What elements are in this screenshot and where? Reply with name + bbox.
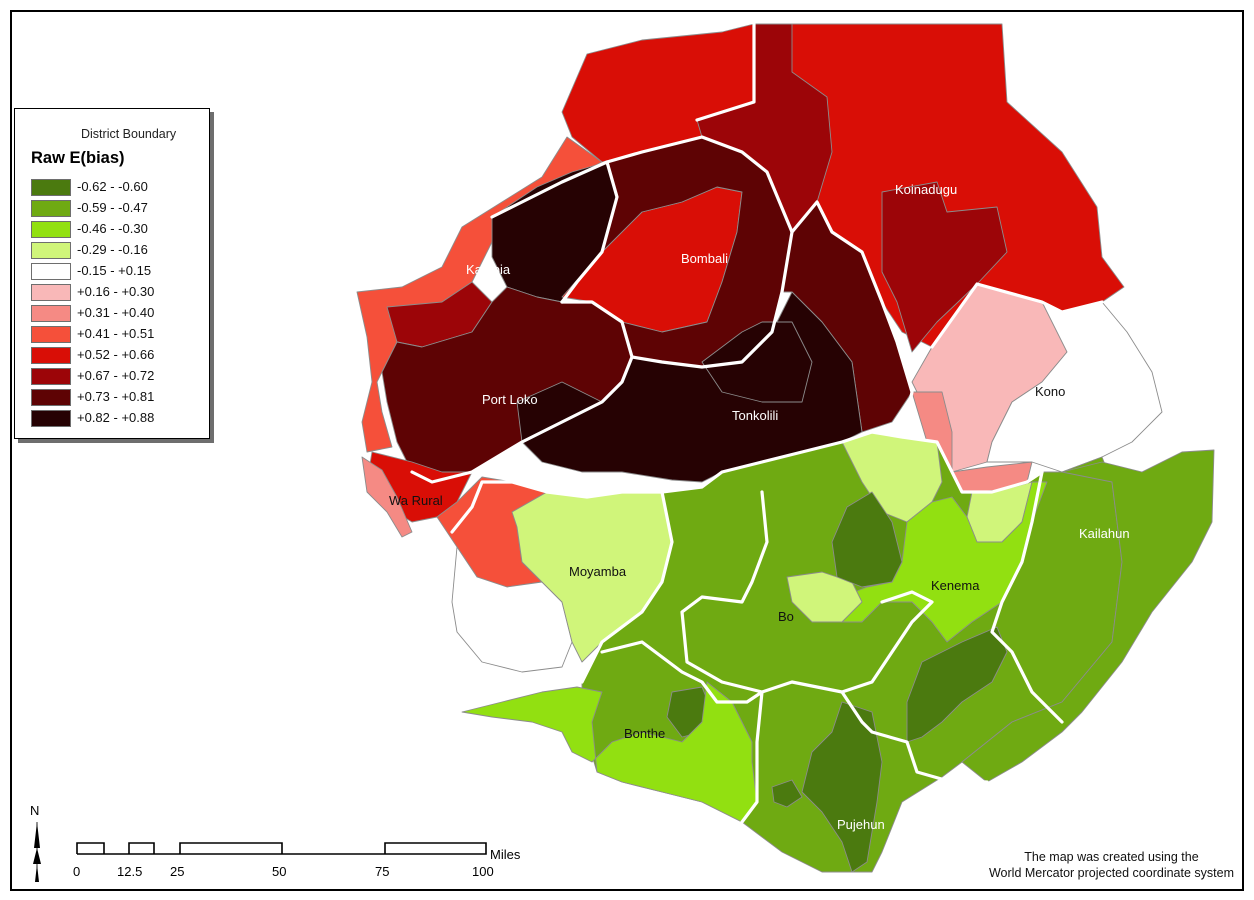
legend-swatch [31, 347, 71, 364]
map-region [771, 779, 803, 808]
legend-swatch [31, 389, 71, 406]
district-label-bombali: Bombali [681, 251, 728, 266]
district-label-port-loko: Port Loko [482, 392, 538, 407]
legend-item-label: +0.67 - +0.72 [77, 368, 155, 383]
district-label-kono: Kono [1035, 384, 1065, 399]
district-label-bo: Bo [778, 609, 794, 624]
district-boundary [450, 480, 549, 534]
district-boundary [990, 470, 1064, 724]
map-region [461, 681, 758, 823]
map-frame: Koinadugu Bombali Kambia Port Loko Tonko… [10, 10, 1244, 891]
scale-bar-unit: Miles [490, 847, 521, 862]
legend-swatch [31, 221, 71, 238]
district-boundary [600, 640, 764, 824]
district-boundary [490, 160, 619, 304]
legend-swatch [31, 179, 71, 196]
scale-bar-tick: 75 [375, 864, 389, 879]
legend-item-label: +0.16 - +0.30 [77, 284, 155, 299]
scale-bar-tick: 0 [73, 864, 80, 879]
map-region [701, 321, 813, 403]
north-arrow: N [30, 803, 41, 882]
map-region [451, 546, 573, 673]
district-label-koinadugu: Koinadugu [895, 182, 957, 197]
district-boundary [840, 690, 989, 784]
legend-item-label: +0.52 - +0.66 [77, 347, 155, 362]
legend-title: Raw E(bias) [31, 149, 125, 167]
map-region [786, 571, 863, 623]
district-label-wa-rural: Wa Rural [389, 493, 443, 508]
scale-bar: N 0 12.5 25 50 75 100 Miles [18, 798, 538, 888]
district-boundary [410, 300, 634, 484]
legend-item-label: -0.29 - -0.16 [77, 242, 148, 257]
map-region [961, 449, 1215, 783]
map-region [356, 136, 603, 453]
map-region [831, 491, 903, 588]
credit-line-1: The map was created using the [1024, 850, 1199, 864]
legend-swatch [31, 305, 71, 322]
scale-bar-tick: 25 [170, 864, 184, 879]
scale-bar-line [76, 842, 487, 855]
district-boundary [605, 135, 794, 369]
legend-swatch [31, 410, 71, 427]
legend-swatch [31, 368, 71, 385]
legend-item-label: -0.15 - +0.15 [77, 263, 152, 278]
district-label-kenema: Kenema [931, 578, 980, 593]
map-region [801, 701, 883, 873]
legend-item-label: -0.59 - -0.47 [77, 200, 148, 215]
legend-item-label: +0.82 - +0.88 [77, 410, 155, 425]
map-region [361, 456, 413, 538]
legend-boundary-title: District Boundary [81, 127, 177, 141]
district-boundary [790, 200, 914, 439]
legend-item-label: +0.31 - +0.40 [77, 305, 155, 320]
legend-swatch [31, 242, 71, 259]
district-boundary [695, 22, 756, 122]
district-label-kailahun: Kailahun [1079, 526, 1130, 541]
district-label-pujehun: Pujehun [837, 817, 885, 832]
district-label-kambia: Kambia [466, 262, 511, 277]
choropleth-map: Koinadugu Bombali Kambia Port Loko Tonko… [356, 22, 1215, 873]
credit-note: The map was created using the World Merc… [989, 849, 1234, 881]
legend-swatch [31, 263, 71, 280]
district-label-bonthe: Bonthe [624, 726, 665, 741]
credit-line-2: World Mercator projected coordinate syst… [988, 866, 1234, 880]
map-region [906, 626, 1008, 743]
legend-item-label: +0.41 - +0.51 [77, 326, 155, 341]
legend: District Boundary Raw E(bias) -0.62 - -0… [14, 108, 210, 439]
district-label-moyamba: Moyamba [569, 564, 627, 579]
scale-bar-tick: 12.5 [117, 864, 142, 879]
district-boundary [580, 490, 674, 684]
district-boundary [930, 282, 1104, 349]
legend-swatch [31, 284, 71, 301]
district-boundary [545, 430, 1044, 499]
scale-bar-tick: 50 [272, 864, 286, 879]
legend-item-label: -0.62 - -0.60 [77, 179, 148, 194]
north-arrow-label: N [30, 803, 39, 818]
scale-bar-tick: 100 [472, 864, 494, 879]
legend-item-label: -0.46 - -0.30 [77, 221, 148, 236]
legend-swatch [31, 326, 71, 343]
district-label-tonkolili: Tonkolili [732, 408, 778, 423]
legend-item-label: +0.73 - +0.81 [77, 389, 155, 404]
legend-swatch [31, 200, 71, 217]
